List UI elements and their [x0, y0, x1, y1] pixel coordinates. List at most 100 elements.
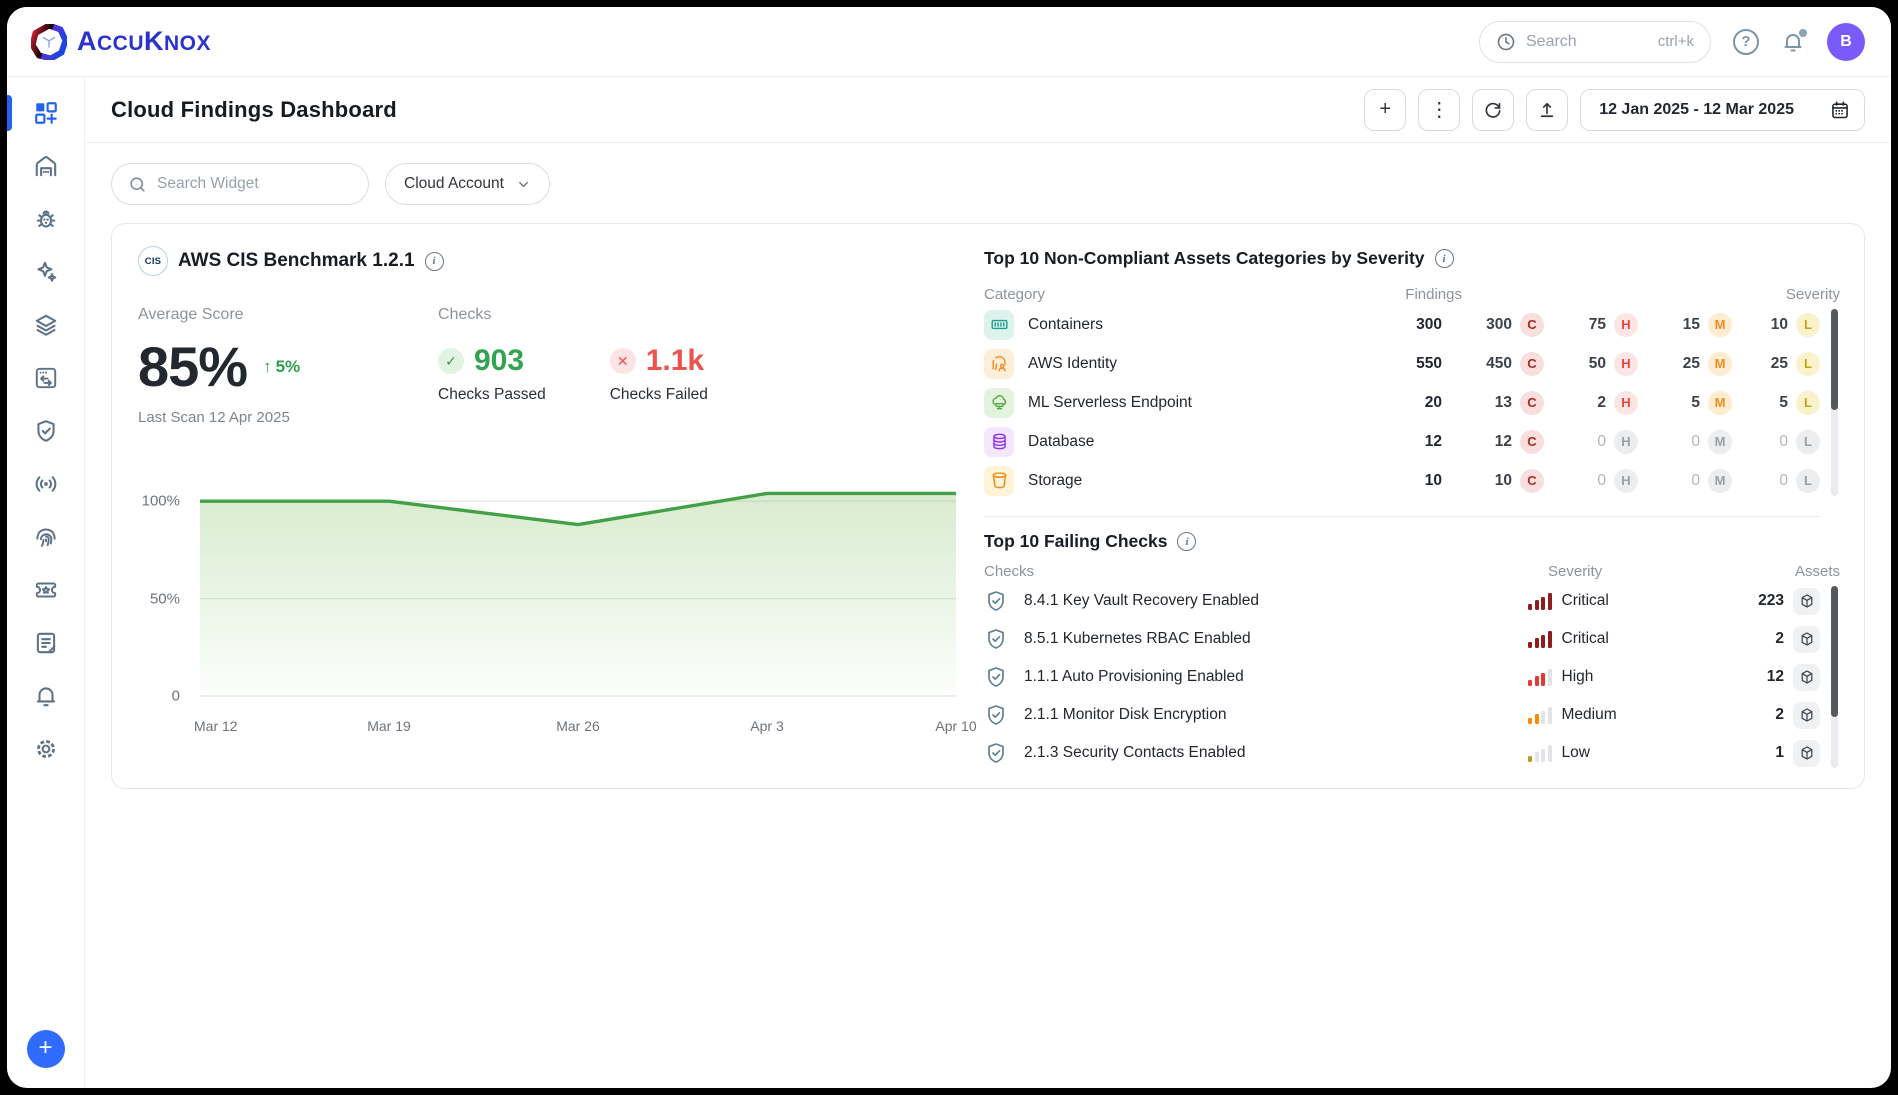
sidebar-item-inventory[interactable] — [24, 146, 68, 186]
failing-check-row[interactable]: 8.5.1 Kubernetes RBAC Enabled Critical 2 — [984, 620, 1820, 658]
failing-check-row[interactable]: 8.4.1 Key Vault Recovery Enabled Critica… — [984, 582, 1820, 620]
assets-cube-button[interactable] — [1793, 702, 1820, 729]
average-score-label: Average Score — [138, 306, 438, 324]
gear-icon — [33, 736, 59, 762]
plus-icon: + — [1379, 98, 1391, 121]
critical-badge: C — [1520, 313, 1544, 337]
severity-bars-icon — [1528, 631, 1552, 648]
benchmark-tables: Top 10 Non-Compliant Assets Categories b… — [984, 246, 1840, 772]
cloud-account-dropdown[interactable]: Cloud Account — [385, 163, 550, 205]
critical-badge: C — [1520, 430, 1544, 454]
assets-cube-button[interactable] — [1793, 588, 1820, 615]
low-badge: L — [1796, 469, 1820, 493]
high-badge: H — [1614, 313, 1638, 337]
cis-logo: CIS — [138, 246, 168, 276]
categories-scrollbar — [1831, 309, 1838, 496]
failing-check-row[interactable]: 2.1.1 Monitor Disk Encryption Medium 2 — [984, 696, 1820, 734]
trend-up-icon: ↑ — [263, 357, 272, 377]
category-row[interactable]: Containers 300 300C 75H 15M 10L — [984, 305, 1820, 344]
check-fail-icon: ✕ — [610, 348, 636, 374]
category-row[interactable]: AWS Identity 550 450C 50H 25M 25L — [984, 344, 1820, 383]
checks-passed-count: 903 — [474, 344, 524, 378]
info-icon[interactable]: i — [1177, 532, 1196, 551]
user-avatar[interactable]: B — [1827, 23, 1865, 61]
sidebar-item-tickets[interactable] — [24, 570, 68, 610]
failing-check-row[interactable]: 1.1.1 Auto Provisioning Enabled High 12 — [984, 658, 1820, 696]
assets-cube-button[interactable] — [1793, 664, 1820, 691]
sidebar-item-identity[interactable] — [24, 517, 68, 557]
bell-icon — [33, 683, 59, 709]
notifications-button[interactable] — [1781, 30, 1805, 54]
assets-cube-button[interactable] — [1793, 626, 1820, 653]
ticket-icon — [33, 577, 59, 603]
severity-bars-icon — [1528, 707, 1552, 724]
fingerprint-icon — [33, 524, 59, 550]
add-button[interactable]: + — [1364, 89, 1406, 131]
sidebar-item-settings[interactable] — [24, 729, 68, 769]
col-findings: Findings — [1398, 286, 1462, 303]
container-icon — [984, 310, 1014, 340]
low-badge: L — [1796, 352, 1820, 376]
layers-icon — [33, 312, 59, 338]
more-options-button[interactable]: ⋮ — [1418, 89, 1460, 131]
failing-checks-table-body: 8.4.1 Key Vault Recovery Enabled Critica… — [984, 582, 1840, 772]
high-badge: H — [1614, 469, 1638, 493]
search-icon — [128, 175, 147, 194]
benchmark-summary: CIS AWS CIS Benchmark 1.2.1 i Average Sc… — [138, 246, 956, 772]
widget-search[interactable] — [111, 163, 369, 205]
widget-search-input[interactable] — [157, 175, 352, 193]
page-titlebar: Cloud Findings Dashboard + ⋮ 12 Jan 2025… — [85, 77, 1891, 143]
check-shield-icon — [984, 741, 1024, 765]
failing-check-row[interactable]: 2.1.3 Security Contacts Enabled Low 1 — [984, 734, 1820, 772]
category-row[interactable]: Storage 10 10C 0H 0M 0L — [984, 461, 1820, 500]
refresh-icon — [1483, 100, 1503, 120]
scrollbar-thumb[interactable] — [1831, 586, 1838, 717]
high-badge: H — [1614, 430, 1638, 454]
categories-title: Top 10 Non-Compliant Assets Categories b… — [984, 248, 1425, 269]
add-widget-fab[interactable]: + — [27, 1030, 65, 1068]
sidebar-item-monitoring[interactable] — [24, 464, 68, 504]
brand-logo[interactable]: ACCUKNOX — [31, 24, 211, 60]
chevron-down-icon — [516, 177, 531, 192]
checks-block: Checks ✓903 Checks Passed ✕1.1k Checks F… — [438, 306, 708, 426]
category-row[interactable]: ML Serverless Endpoint 20 13C 2H 5M 5L — [984, 383, 1820, 422]
sidebar-item-ai-assist[interactable] — [24, 252, 68, 292]
failing-checks-scrollbar — [1831, 586, 1838, 768]
sidebar-item-layers[interactable] — [24, 305, 68, 345]
critical-badge: C — [1520, 352, 1544, 376]
sidebar-item-reports[interactable] — [24, 623, 68, 663]
global-search[interactable]: ctrl+k — [1479, 21, 1711, 63]
bug-icon — [33, 206, 59, 232]
global-search-input[interactable] — [1526, 33, 1648, 51]
screen-frame: ACCUKNOX ctrl+k ? B — [0, 0, 1898, 1095]
help-button[interactable]: ? — [1733, 29, 1759, 55]
low-badge: L — [1796, 313, 1820, 337]
page-title: Cloud Findings Dashboard — [111, 97, 397, 123]
date-range-picker[interactable]: 12 Jan 2025 - 12 Mar 2025 — [1580, 89, 1865, 131]
export-button[interactable] — [1526, 89, 1568, 131]
info-icon[interactable]: i — [425, 252, 444, 271]
check-shield-icon — [984, 627, 1024, 651]
high-badge: H — [1614, 352, 1638, 376]
sidebar-item-dashboard[interactable] — [24, 93, 68, 133]
storage-icon — [984, 466, 1014, 496]
category-row[interactable]: Database 12 12C 0H 0M 0L — [984, 422, 1820, 461]
scrollbar-thumb[interactable] — [1831, 309, 1838, 410]
medium-badge: M — [1708, 430, 1732, 454]
average-score-block: Average Score 85% ↑5% Last Scan 12 Apr 2… — [138, 306, 438, 426]
info-icon[interactable]: i — [1435, 249, 1454, 268]
check-pass-icon: ✓ — [438, 348, 464, 374]
refresh-button[interactable] — [1472, 89, 1514, 131]
assets-cube-button[interactable] — [1793, 740, 1820, 767]
sidebar-item-compliance[interactable] — [24, 411, 68, 451]
last-scan-text: Last Scan 12 Apr 2025 — [138, 409, 438, 426]
section-divider — [984, 516, 1820, 517]
sidebar-item-issues[interactable] — [24, 199, 68, 239]
date-range-value: 12 Jan 2025 - 12 Mar 2025 — [1599, 101, 1794, 119]
check-shield-icon — [984, 589, 1024, 613]
low-badge: L — [1796, 391, 1820, 415]
sidebar-item-notifications[interactable] — [24, 676, 68, 716]
report-icon — [33, 630, 59, 656]
high-badge: H — [1614, 391, 1638, 415]
sidebar-item-integrations[interactable] — [24, 358, 68, 398]
